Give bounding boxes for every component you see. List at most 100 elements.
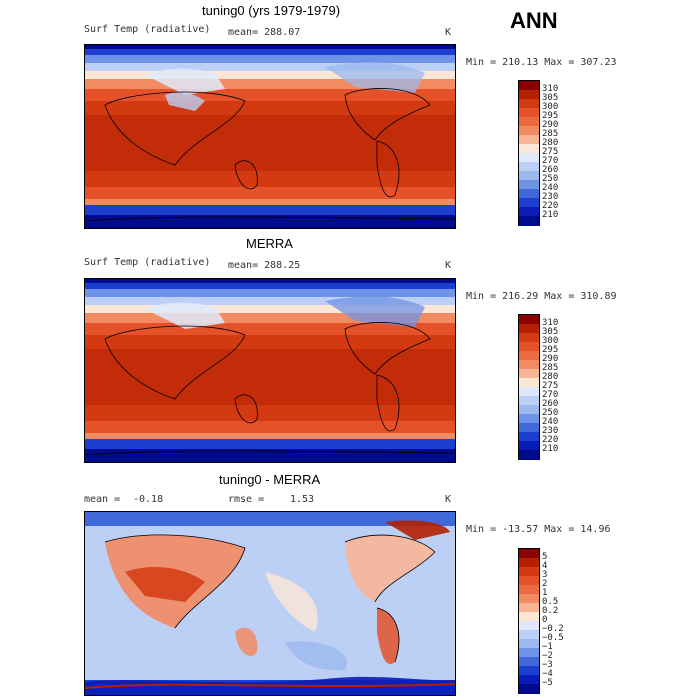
colorbar-swatch — [519, 603, 539, 613]
panel2-variable-label: Surf Temp (radiative) — [84, 257, 211, 268]
colorbar-label: 0 — [542, 614, 548, 625]
colorbar-label: 280 — [542, 371, 559, 382]
panel2-map — [84, 278, 456, 463]
colorbar-swatch — [519, 180, 539, 190]
colorbar-label: 305 — [542, 326, 559, 337]
colorbar-swatch — [519, 117, 539, 127]
colorbar-swatch — [519, 585, 539, 595]
colorbar-label: 275 — [542, 146, 559, 157]
colorbar-swatch — [519, 81, 539, 91]
panel1-colorbar-swatches — [518, 80, 540, 226]
colorbar-swatch — [519, 333, 539, 343]
panel3-map — [84, 511, 456, 696]
colorbar-swatch — [519, 216, 539, 226]
colorbar-swatch — [519, 162, 539, 172]
panel1-mean: mean= 288.07 — [228, 27, 301, 38]
colorbar-swatch — [519, 153, 539, 163]
colorbar-swatch — [519, 405, 539, 415]
colorbar-label: 290 — [542, 119, 559, 130]
colorbar-label: 300 — [542, 101, 559, 112]
season-label: ANN — [510, 8, 558, 33]
panel3-mean-value: -0.18 — [133, 494, 164, 505]
colorbar-label: 250 — [542, 407, 559, 418]
colorbar-label: 280 — [542, 137, 559, 148]
colorbar-label: 3 — [542, 569, 548, 580]
panel1-map-field — [85, 45, 455, 228]
colorbar-swatch — [519, 549, 539, 559]
colorbar-label: 260 — [542, 164, 559, 175]
colorbar-swatch — [519, 558, 539, 568]
colorbar-swatch — [519, 441, 539, 451]
colorbar-label: −3 — [542, 659, 553, 670]
colorbar-swatch — [519, 387, 539, 397]
panel2-map-field — [85, 279, 455, 462]
colorbar-label: −2 — [542, 650, 553, 661]
colorbar-label: 270 — [542, 155, 559, 166]
colorbar-swatch — [519, 171, 539, 181]
colorbar-swatch — [519, 198, 539, 208]
panel3-minmax: Min = -13.57 Max = 14.96 — [466, 524, 611, 535]
colorbar-label: 300 — [542, 335, 559, 346]
colorbar-label: 2 — [542, 578, 548, 589]
colorbar-swatch — [519, 315, 539, 325]
colorbar-swatch — [519, 99, 539, 109]
colorbar-label: 250 — [542, 173, 559, 184]
colorbar-label: 0.2 — [542, 605, 559, 616]
colorbar-label: 1 — [542, 587, 548, 598]
colorbar-label: 5 — [542, 551, 548, 562]
colorbar-swatch — [519, 684, 539, 694]
colorbar-swatch — [519, 450, 539, 460]
colorbar-label: 240 — [542, 416, 559, 427]
colorbar-label: 220 — [542, 200, 559, 211]
colorbar-label: −5 — [542, 677, 553, 688]
panel1-variable-label: Surf Temp (radiative) — [84, 24, 211, 35]
colorbar-swatch — [519, 396, 539, 406]
panel3-units: K — [445, 494, 452, 505]
panel1-minmax: Min = 210.13 Max = 307.23 — [466, 57, 617, 68]
panel3-title: tuning0 - MERRA — [219, 472, 321, 487]
colorbar-swatch — [519, 351, 539, 361]
colorbar-swatch — [519, 666, 539, 676]
colorbar-label: 4 — [542, 560, 548, 571]
colorbar-swatch — [519, 108, 539, 118]
colorbar-swatch — [519, 378, 539, 388]
colorbar-label: 310 — [542, 83, 559, 94]
colorbar-swatch — [519, 621, 539, 631]
colorbar-label: 0.5 — [542, 596, 559, 607]
colorbar-label: 210 — [542, 443, 559, 454]
colorbar-swatch — [519, 639, 539, 649]
colorbar-label: 295 — [542, 110, 559, 121]
panel1-title: tuning0 (yrs 1979-1979) — [202, 3, 341, 18]
colorbar-swatch — [519, 675, 539, 685]
colorbar-swatch — [519, 594, 539, 604]
panel2-colorbar-swatches — [518, 314, 540, 460]
colorbar-swatch — [519, 135, 539, 145]
colorbar-label: 240 — [542, 182, 559, 193]
colorbar-label: 285 — [542, 362, 559, 373]
colorbar-swatch — [519, 432, 539, 442]
colorbar-label: 260 — [542, 398, 559, 409]
colorbar-label: 230 — [542, 425, 559, 436]
colorbar-label: 220 — [542, 434, 559, 445]
panel2-mean: mean= 288.25 — [228, 260, 301, 271]
colorbar-label: −4 — [542, 668, 553, 679]
panel1-map — [84, 44, 456, 229]
panel3-map-field — [85, 512, 455, 695]
panel2-units: K — [445, 260, 452, 271]
colorbar-swatch — [519, 423, 539, 433]
panel2-minmax: Min = 216.29 Max = 310.89 — [466, 291, 617, 302]
colorbar-swatch — [519, 342, 539, 352]
colorbar-swatch — [519, 144, 539, 154]
colorbar-label: 295 — [542, 344, 559, 355]
colorbar-swatch — [519, 630, 539, 640]
panel3-rmse-value: 1.53 — [290, 494, 315, 505]
panel2-title: MERRA — [246, 236, 293, 251]
colorbar-swatch — [519, 126, 539, 136]
colorbar-swatch — [519, 369, 539, 379]
colorbar-label: 310 — [542, 317, 559, 328]
colorbar-label: −0.5 — [542, 632, 564, 643]
panel3-rmse-label: rmse = — [228, 494, 265, 505]
panel3-colorbar-swatches — [518, 548, 540, 694]
colorbar-label: 290 — [542, 353, 559, 364]
colorbar-label: 230 — [542, 191, 559, 202]
